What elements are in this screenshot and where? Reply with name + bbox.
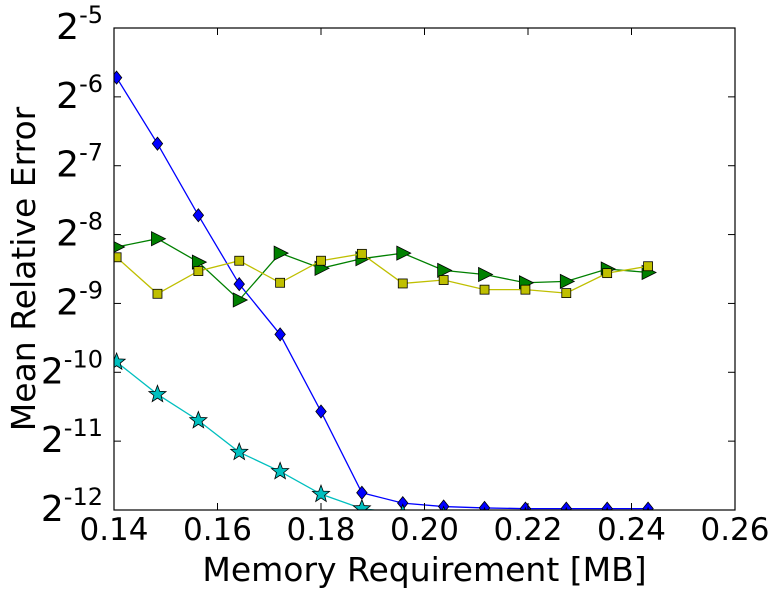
data-point [559, 273, 576, 290]
ticks-layer: 0.14 0.16 0.18 0.20 0.22 0.24 0.26 2-12 2-11 2-10… [41, 1, 770, 548]
data-point [114, 351, 127, 371]
data-point [192, 208, 205, 223]
data-point [151, 231, 167, 247]
data-point [316, 255, 326, 266]
data-point [437, 262, 453, 279]
y-tick-label: 2-7 [56, 139, 103, 186]
data-point [152, 288, 163, 299]
data-point [191, 254, 208, 270]
data-point [114, 241, 126, 253]
data-point [438, 275, 449, 285]
y-axis-label: Mean Relative Error [4, 106, 43, 431]
x-tick-label: 0.16 [183, 512, 252, 548]
series-line [116, 238, 649, 301]
data-point [147, 384, 168, 403]
data-point [233, 277, 245, 292]
data-point [114, 252, 122, 263]
data-point [193, 266, 204, 276]
data-point [311, 484, 331, 503]
series-line [116, 77, 649, 510]
series [114, 351, 650, 510]
data-point [520, 284, 531, 295]
data-point [234, 255, 245, 266]
series-line [116, 361, 380, 510]
x-tick-label: 0.18 [286, 512, 355, 548]
data-point [114, 70, 123, 85]
x-tick-label: 0.14 [79, 512, 148, 548]
data-point [273, 245, 290, 261]
data-point [396, 245, 412, 261]
data-point [399, 503, 406, 510]
data-point [232, 292, 249, 308]
data-point [642, 501, 654, 510]
series [114, 70, 654, 510]
data-point [437, 499, 450, 510]
x-axis-label: Memory Requirement [MB] [202, 550, 646, 589]
y-tick-label: 2-11 [41, 414, 103, 461]
series-layer [114, 70, 657, 510]
series [114, 248, 653, 299]
data-point [356, 248, 367, 259]
x-tick-label: 0.26 [700, 512, 769, 548]
y-tick-label: 2-5 [56, 1, 103, 48]
y-tick-label: 2-6 [56, 70, 103, 117]
data-point [643, 261, 653, 272]
data-point [229, 442, 249, 461]
series-line [116, 253, 649, 295]
data-point [352, 498, 372, 510]
data-point [560, 501, 573, 510]
y-tick-label: 2-12 [41, 483, 103, 530]
y-tick-label: 2-8 [56, 208, 103, 255]
y-tick-label: 2-9 [56, 276, 103, 323]
data-point [441, 505, 446, 510]
data-point [478, 500, 491, 510]
y-tick-label: 2-10 [41, 345, 103, 392]
data-point [315, 404, 327, 419]
x-tick-label: 0.24 [597, 512, 666, 548]
data-point [270, 461, 290, 480]
data-point [478, 266, 494, 283]
data-point [561, 288, 572, 299]
data-point [479, 284, 490, 295]
data-point [188, 410, 208, 429]
data-point [275, 277, 286, 288]
data-point [601, 501, 613, 510]
x-tick-label: 0.20 [390, 512, 459, 548]
data-point [397, 278, 408, 289]
x-tick-label: 0.22 [493, 512, 562, 548]
data-point [151, 136, 164, 151]
data-point [602, 268, 613, 279]
data-point [274, 327, 286, 342]
